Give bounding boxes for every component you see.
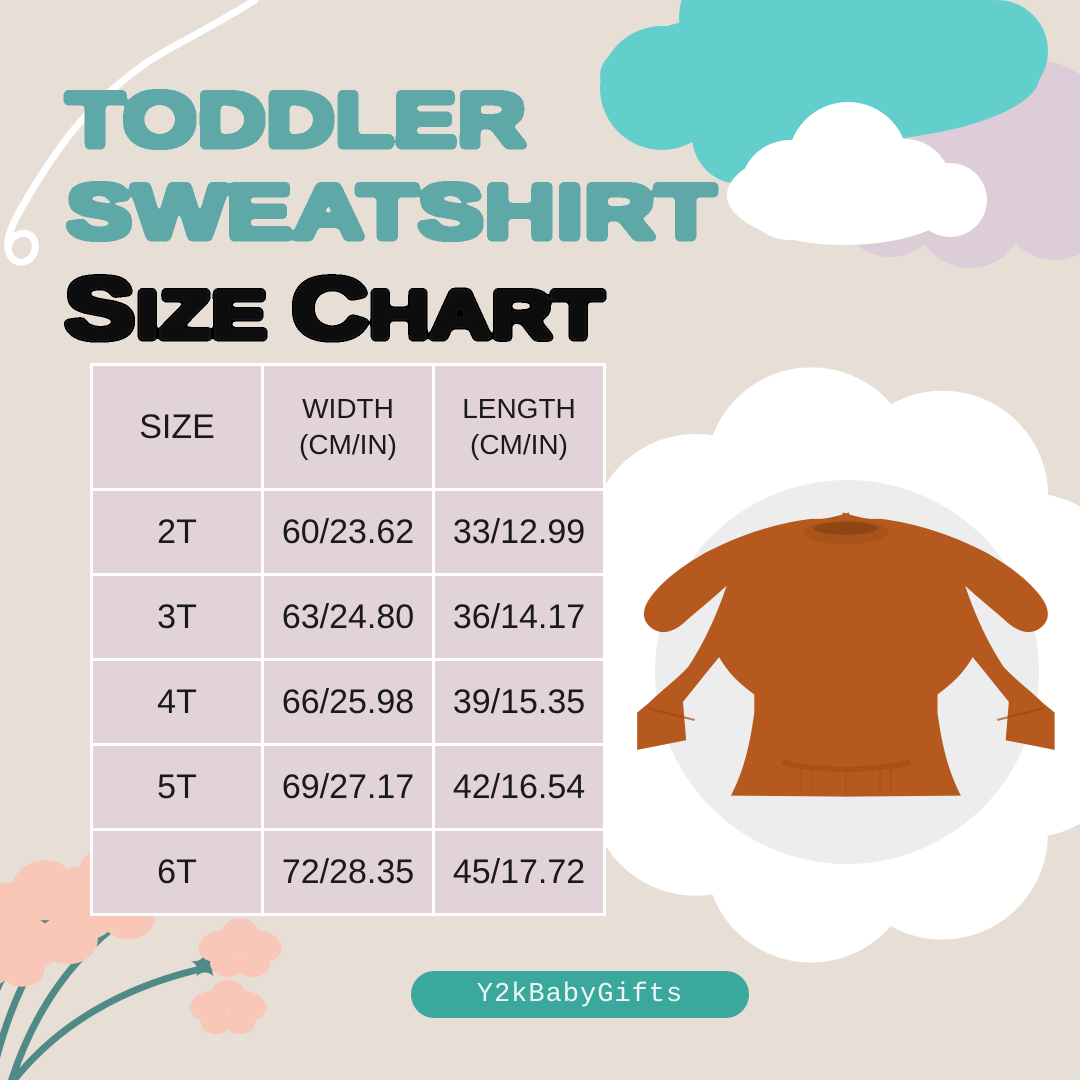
svg-text:TODDLER: TODDLER — [66, 78, 526, 163]
svg-text:SWEATSHIRT: SWEATSHIRT — [66, 170, 716, 255]
